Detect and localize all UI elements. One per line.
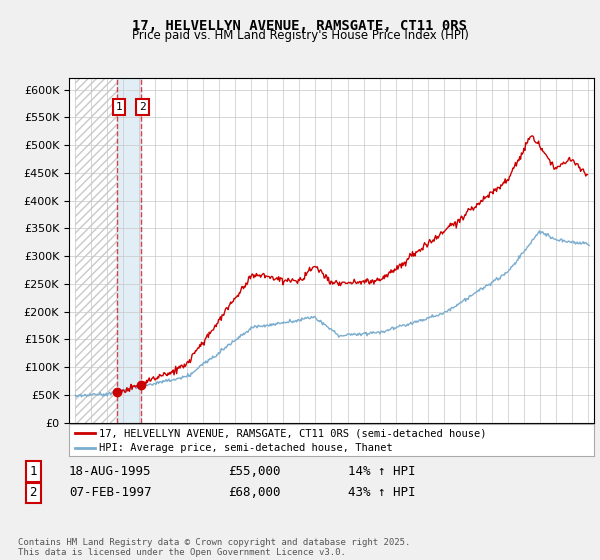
Text: Contains HM Land Registry data © Crown copyright and database right 2025.
This d: Contains HM Land Registry data © Crown c… <box>18 538 410 557</box>
Text: 2: 2 <box>139 102 146 112</box>
Text: £68,000: £68,000 <box>228 486 281 500</box>
Text: 14% ↑ HPI: 14% ↑ HPI <box>348 465 415 478</box>
Text: 18-AUG-1995: 18-AUG-1995 <box>69 465 151 478</box>
Text: £55,000: £55,000 <box>228 465 281 478</box>
Text: HPI: Average price, semi-detached house, Thanet: HPI: Average price, semi-detached house,… <box>100 444 393 453</box>
Text: 07-FEB-1997: 07-FEB-1997 <box>69 486 151 500</box>
Text: 43% ↑ HPI: 43% ↑ HPI <box>348 486 415 500</box>
Bar <box>118 78 141 423</box>
Text: 1: 1 <box>116 102 122 112</box>
Text: 17, HELVELLYN AVENUE, RAMSGATE, CT11 0RS: 17, HELVELLYN AVENUE, RAMSGATE, CT11 0RS <box>133 19 467 33</box>
Text: 1: 1 <box>29 465 37 478</box>
Text: 17, HELVELLYN AVENUE, RAMSGATE, CT11 0RS (semi-detached house): 17, HELVELLYN AVENUE, RAMSGATE, CT11 0RS… <box>100 428 487 438</box>
Text: Price paid vs. HM Land Registry's House Price Index (HPI): Price paid vs. HM Land Registry's House … <box>131 29 469 42</box>
Text: 2: 2 <box>29 486 37 500</box>
